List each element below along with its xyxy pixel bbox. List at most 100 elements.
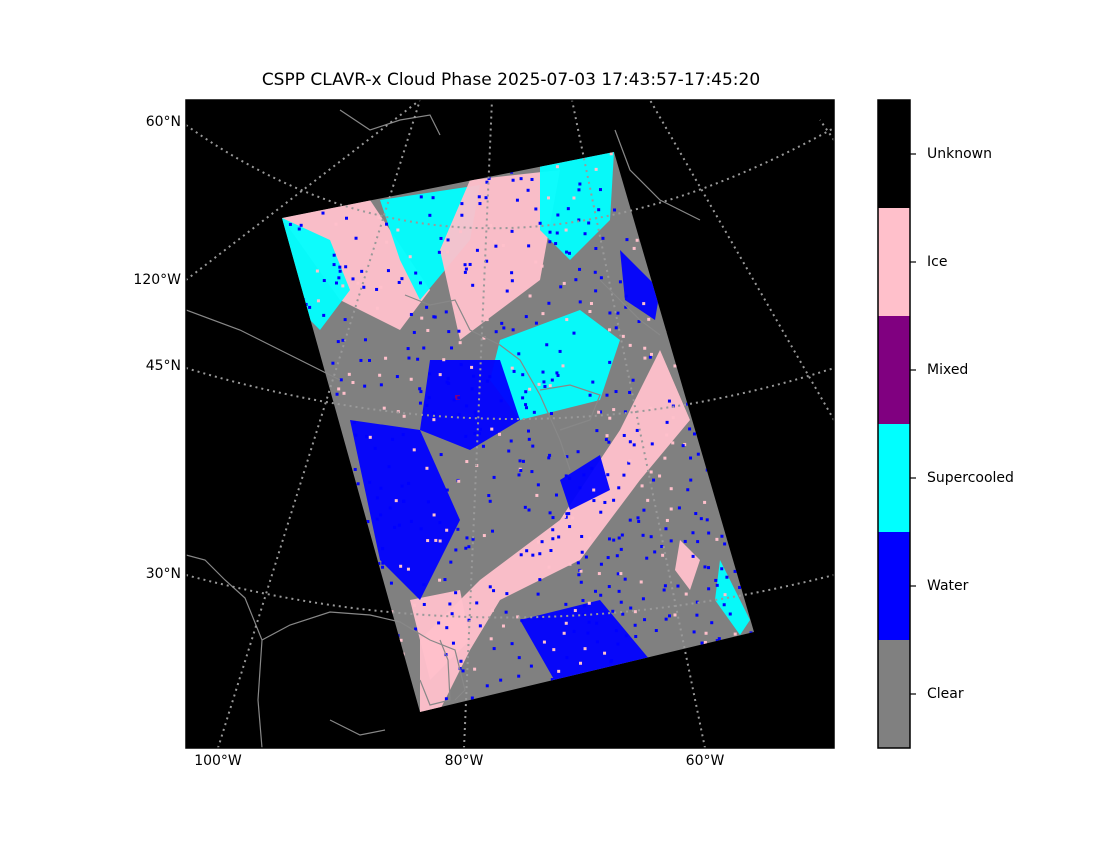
cloud-pixel bbox=[464, 434, 468, 438]
cloud-pixel bbox=[640, 484, 644, 488]
cloud-pixel bbox=[366, 520, 370, 524]
cloud-pixel bbox=[433, 315, 437, 319]
cloud-pixel bbox=[444, 310, 448, 314]
cloud-pixel bbox=[689, 456, 693, 460]
cloud-pixel bbox=[536, 540, 540, 544]
cloud-pixel bbox=[373, 446, 377, 450]
cloud-pixel bbox=[598, 188, 602, 192]
cloud-pixel bbox=[457, 413, 461, 417]
cloud-pixel bbox=[636, 516, 640, 520]
cloud-pixel bbox=[628, 390, 632, 394]
cloud-pixel bbox=[565, 318, 569, 322]
cloud-pixel bbox=[465, 536, 469, 540]
cloud-pixel bbox=[587, 221, 591, 225]
cloud-pixel bbox=[365, 435, 369, 439]
cloud-pixel bbox=[467, 545, 471, 549]
cloud-pixel bbox=[624, 634, 628, 638]
cloud-pixel bbox=[548, 453, 552, 457]
cloud-pixel bbox=[362, 285, 366, 289]
cloud-region bbox=[675, 540, 700, 590]
cloud-pixel bbox=[573, 609, 577, 613]
cloud-pixel bbox=[351, 277, 355, 281]
cloud-pixel bbox=[375, 287, 379, 291]
cloud-pixel bbox=[595, 429, 599, 433]
cloud-pixel bbox=[517, 656, 521, 660]
cloud-pixel bbox=[557, 535, 561, 539]
cloud-pixel bbox=[616, 572, 620, 576]
title: CSPP CLAVR-x Cloud Phase 2025-07-03 17:4… bbox=[262, 70, 760, 90]
colorbar-label: Supercooled bbox=[927, 470, 1014, 486]
cloud-pixel bbox=[407, 481, 411, 485]
cloud-pixel bbox=[689, 478, 693, 482]
cloud-pixel bbox=[612, 538, 616, 542]
cloud-pixel bbox=[528, 387, 532, 391]
cloud-pixel bbox=[578, 486, 582, 490]
cloud-pixel bbox=[531, 444, 535, 448]
cloud-pixel bbox=[409, 519, 413, 523]
cloud-pixel bbox=[459, 230, 463, 234]
cloud-pixel bbox=[621, 334, 625, 338]
cloud-pixel bbox=[385, 240, 389, 244]
cloud-pixel bbox=[555, 371, 559, 375]
cloud-pixel bbox=[597, 410, 601, 414]
cloud-pixel bbox=[562, 631, 566, 635]
cloud-region bbox=[420, 360, 520, 450]
cloud-pixel bbox=[639, 580, 643, 584]
cloud-pixel bbox=[375, 517, 379, 521]
cloud-pixel bbox=[578, 182, 582, 186]
cloud-pixel bbox=[664, 617, 668, 621]
cloud-pixel bbox=[542, 380, 546, 384]
cloud-pixel bbox=[550, 378, 554, 382]
cloud-pixel bbox=[580, 550, 584, 554]
cloud-pixel bbox=[643, 356, 647, 360]
cloud-pixel bbox=[661, 553, 665, 557]
cloud-pixel bbox=[624, 305, 628, 309]
cloud-pixel bbox=[470, 387, 474, 391]
cloud-pixel bbox=[599, 593, 603, 597]
cloud-pixel bbox=[594, 167, 598, 171]
cloud-pixel bbox=[710, 621, 714, 625]
cloud-pixel bbox=[439, 453, 443, 457]
cloud-pixel bbox=[395, 375, 399, 379]
cloud-pixel bbox=[536, 483, 540, 487]
cloud-pixel bbox=[598, 498, 602, 502]
cloud-pixel bbox=[524, 390, 528, 394]
cloud-pixel bbox=[583, 647, 587, 651]
cloud-pixel bbox=[457, 329, 461, 333]
cloud-pixel bbox=[510, 642, 514, 646]
cloud-pixel bbox=[475, 248, 479, 252]
cloud-pixel bbox=[518, 459, 522, 463]
cloud-pixel bbox=[345, 216, 349, 220]
cloud-pixel bbox=[464, 546, 468, 550]
cloud-pixel bbox=[547, 565, 551, 569]
cloud-pixel bbox=[460, 202, 464, 206]
cloud-pixel bbox=[387, 465, 391, 469]
cloud-pixel bbox=[485, 684, 489, 688]
cloud-pixel bbox=[399, 564, 403, 568]
cloud-pixel bbox=[547, 456, 551, 460]
cloud-pixel bbox=[426, 500, 430, 504]
cloud-pixel bbox=[530, 470, 534, 474]
cloud-pixel bbox=[601, 236, 605, 240]
cloud-pixel bbox=[521, 396, 525, 400]
cloud-pixel bbox=[587, 601, 591, 605]
cloud-pixel bbox=[649, 406, 653, 410]
cloud-pixel bbox=[611, 609, 615, 613]
cloud-pixel bbox=[477, 195, 481, 199]
cloud-pixel bbox=[733, 569, 737, 573]
cloud-pixel bbox=[722, 603, 726, 607]
cloud-pixel bbox=[511, 178, 515, 182]
cloud-pixel bbox=[459, 363, 463, 367]
cloud-pixel bbox=[418, 387, 422, 391]
cloud-pixel bbox=[707, 566, 711, 570]
cloud-pixel bbox=[608, 360, 612, 364]
cloud-pixel bbox=[492, 647, 496, 651]
cloud-pixel bbox=[594, 247, 598, 251]
cloud-pixel bbox=[378, 373, 382, 377]
cloud-pixel bbox=[557, 669, 561, 673]
cloud-pixel bbox=[500, 321, 504, 325]
lon-label: 60°W bbox=[686, 753, 725, 769]
cloud-pixel bbox=[554, 493, 558, 497]
cloud-pixel bbox=[555, 231, 559, 235]
cloud-pixel bbox=[288, 222, 292, 226]
